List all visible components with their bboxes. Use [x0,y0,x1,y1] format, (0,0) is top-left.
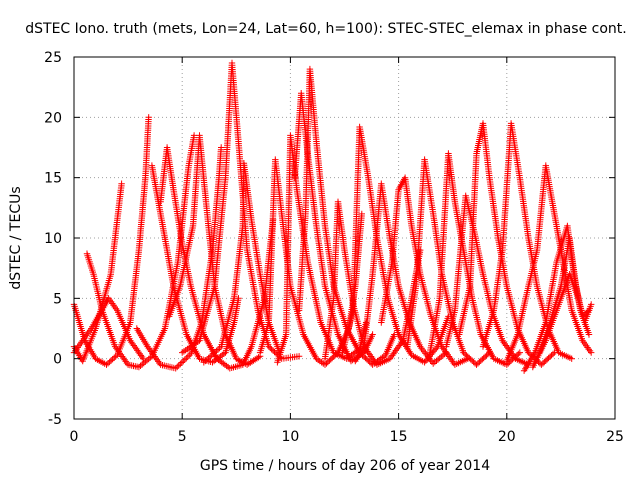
data-series [83,132,198,371]
data-points [378,174,471,368]
data-series [378,174,471,368]
data-points [339,123,452,366]
data-series [536,234,593,356]
y-tick-label: -5 [48,412,62,428]
y-tick-label: 15 [44,171,62,187]
data-points [166,132,264,368]
y-tick-label: 0 [53,352,62,368]
axis-ticks: 0 5 10 15 20 25 -5 0 5 10 15 20 25 [44,50,624,445]
y-axis-label: dSTEC / TECUs [8,186,24,289]
data-series [425,150,523,368]
x-tick-label: 15 [390,429,408,445]
data-points [536,234,593,356]
data-series [339,123,452,366]
data-points [295,65,398,368]
data-series [456,120,558,368]
data-series [295,65,398,368]
data-points [70,180,125,365]
data-points [456,120,558,368]
data-series [352,180,450,367]
y-tick-label: 5 [53,291,62,307]
x-tick-label: 10 [281,429,299,445]
data-points [352,180,450,367]
chart-title: dSTEC Iono. truth (mets, Lon=24, Lat=60,… [25,21,626,37]
data-series [166,132,264,368]
x-tick-label: 5 [178,429,187,445]
data-points [83,132,198,371]
x-tick-label: 25 [606,429,624,445]
y-tick-label: 25 [44,50,62,66]
x-axis-label: GPS time / hours of day 206 of year 2014 [200,458,490,474]
y-tick-label: 10 [44,231,62,247]
plot-area [70,59,595,374]
x-tick-label: 20 [498,429,516,445]
y-tick-label: 20 [44,110,62,126]
data-series [70,180,125,365]
x-tick-label: 0 [70,429,79,445]
data-points [425,150,523,368]
